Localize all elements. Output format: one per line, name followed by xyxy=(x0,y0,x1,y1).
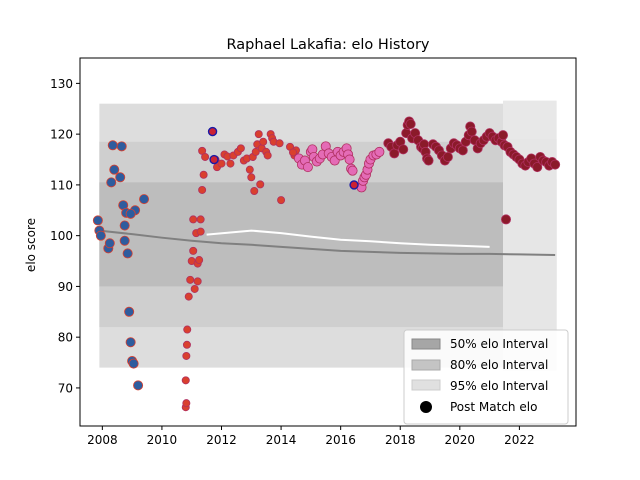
elo-point xyxy=(93,216,102,225)
elo-point xyxy=(110,165,119,174)
elo-point xyxy=(185,293,192,300)
elo-point xyxy=(194,278,201,285)
elo-point xyxy=(183,341,190,348)
elo-point xyxy=(117,142,126,151)
elo-point xyxy=(183,352,190,359)
elo-point xyxy=(348,166,357,175)
x-axis: 2008 2010 2012 2014 2016 2018 2020 2022 xyxy=(87,426,535,447)
elo-point xyxy=(202,153,209,160)
elo-point xyxy=(187,276,194,283)
legend-swatch-50 xyxy=(412,339,440,349)
y-tick-label: 100 xyxy=(50,229,73,243)
elo-point xyxy=(501,215,510,224)
y-tick-label: 80 xyxy=(58,331,73,345)
elo-point xyxy=(129,359,138,368)
y-axis-label: elo score xyxy=(24,218,38,272)
elo-point xyxy=(255,131,262,138)
elo-point xyxy=(200,171,207,178)
legend: 50% elo Interval 80% elo Interval 95% el… xyxy=(404,330,568,424)
elo-point xyxy=(133,381,142,390)
legend-label-50: 50% elo Interval xyxy=(450,337,548,351)
elo-point xyxy=(276,140,283,147)
elo-point xyxy=(183,400,190,407)
elo-point xyxy=(105,239,114,248)
elo-point xyxy=(96,231,105,240)
y-tick-label: 130 xyxy=(50,77,73,91)
elo-point xyxy=(551,160,560,169)
y-axis: 70 80 90 100 110 120 130 xyxy=(50,77,80,396)
elo-point xyxy=(251,187,258,194)
y-tick-label: 70 xyxy=(58,381,73,395)
x-tick-label: 2008 xyxy=(87,433,118,447)
elo-point xyxy=(375,147,384,156)
elo-point xyxy=(264,152,271,159)
elo-point xyxy=(116,173,125,182)
elo-point xyxy=(196,256,203,263)
elo-point xyxy=(443,152,452,161)
elo-point xyxy=(424,156,433,165)
elo-point xyxy=(458,146,467,155)
x-tick-label: 2014 xyxy=(266,433,297,447)
elo-point xyxy=(191,285,198,292)
legend-swatch-80 xyxy=(412,360,440,370)
elo-point xyxy=(406,119,415,128)
elo-point xyxy=(120,236,129,245)
legend-marker-post-match xyxy=(420,401,432,413)
elo-point xyxy=(184,326,191,333)
elo-point xyxy=(498,131,507,140)
elo-point xyxy=(125,307,134,316)
y-tick-label: 120 xyxy=(50,128,73,142)
highlight-point xyxy=(210,156,218,164)
elo-point xyxy=(237,145,244,152)
elo-point xyxy=(345,155,354,164)
highlight-point xyxy=(209,128,217,136)
x-tick-label: 2016 xyxy=(325,433,356,447)
elo-point xyxy=(303,163,312,172)
x-tick-label: 2022 xyxy=(504,433,535,447)
band-50-extension xyxy=(503,179,557,289)
y-tick-label: 90 xyxy=(58,280,73,294)
elo-point xyxy=(199,186,206,193)
chart-title: Raphael Lakafia: elo History xyxy=(227,37,430,53)
elo-point xyxy=(227,160,234,167)
elo-point xyxy=(467,127,476,136)
elo-point xyxy=(277,197,284,204)
legend-label-post-match: Post Match elo xyxy=(450,400,537,414)
elo-point xyxy=(197,228,204,235)
elo-point xyxy=(218,160,225,167)
elo-point xyxy=(399,145,408,154)
elo-point xyxy=(126,338,135,347)
elo-point xyxy=(126,209,135,218)
legend-label-95: 95% elo Interval xyxy=(450,379,548,393)
elo-point xyxy=(260,138,267,145)
elo-point xyxy=(108,141,117,150)
y-tick-label: 110 xyxy=(50,178,73,192)
legend-label-80: 80% elo Interval xyxy=(450,358,548,372)
elo-point xyxy=(190,247,197,254)
elo-point xyxy=(120,221,129,230)
elo-point xyxy=(248,174,255,181)
elo-point xyxy=(123,249,132,258)
band-50 xyxy=(99,182,503,286)
elo-point xyxy=(190,216,197,223)
x-tick-label: 2018 xyxy=(385,433,416,447)
x-tick-label: 2012 xyxy=(206,433,237,447)
x-tick-label: 2020 xyxy=(445,433,476,447)
elo-point xyxy=(197,216,204,223)
elo-point xyxy=(246,166,253,173)
highlight-point xyxy=(350,181,358,189)
legend-swatch-95 xyxy=(412,380,440,390)
elo-point xyxy=(257,181,264,188)
elo-point xyxy=(139,195,148,204)
elo-point xyxy=(107,178,116,187)
elo-point xyxy=(182,377,189,384)
x-tick-label: 2010 xyxy=(147,433,178,447)
